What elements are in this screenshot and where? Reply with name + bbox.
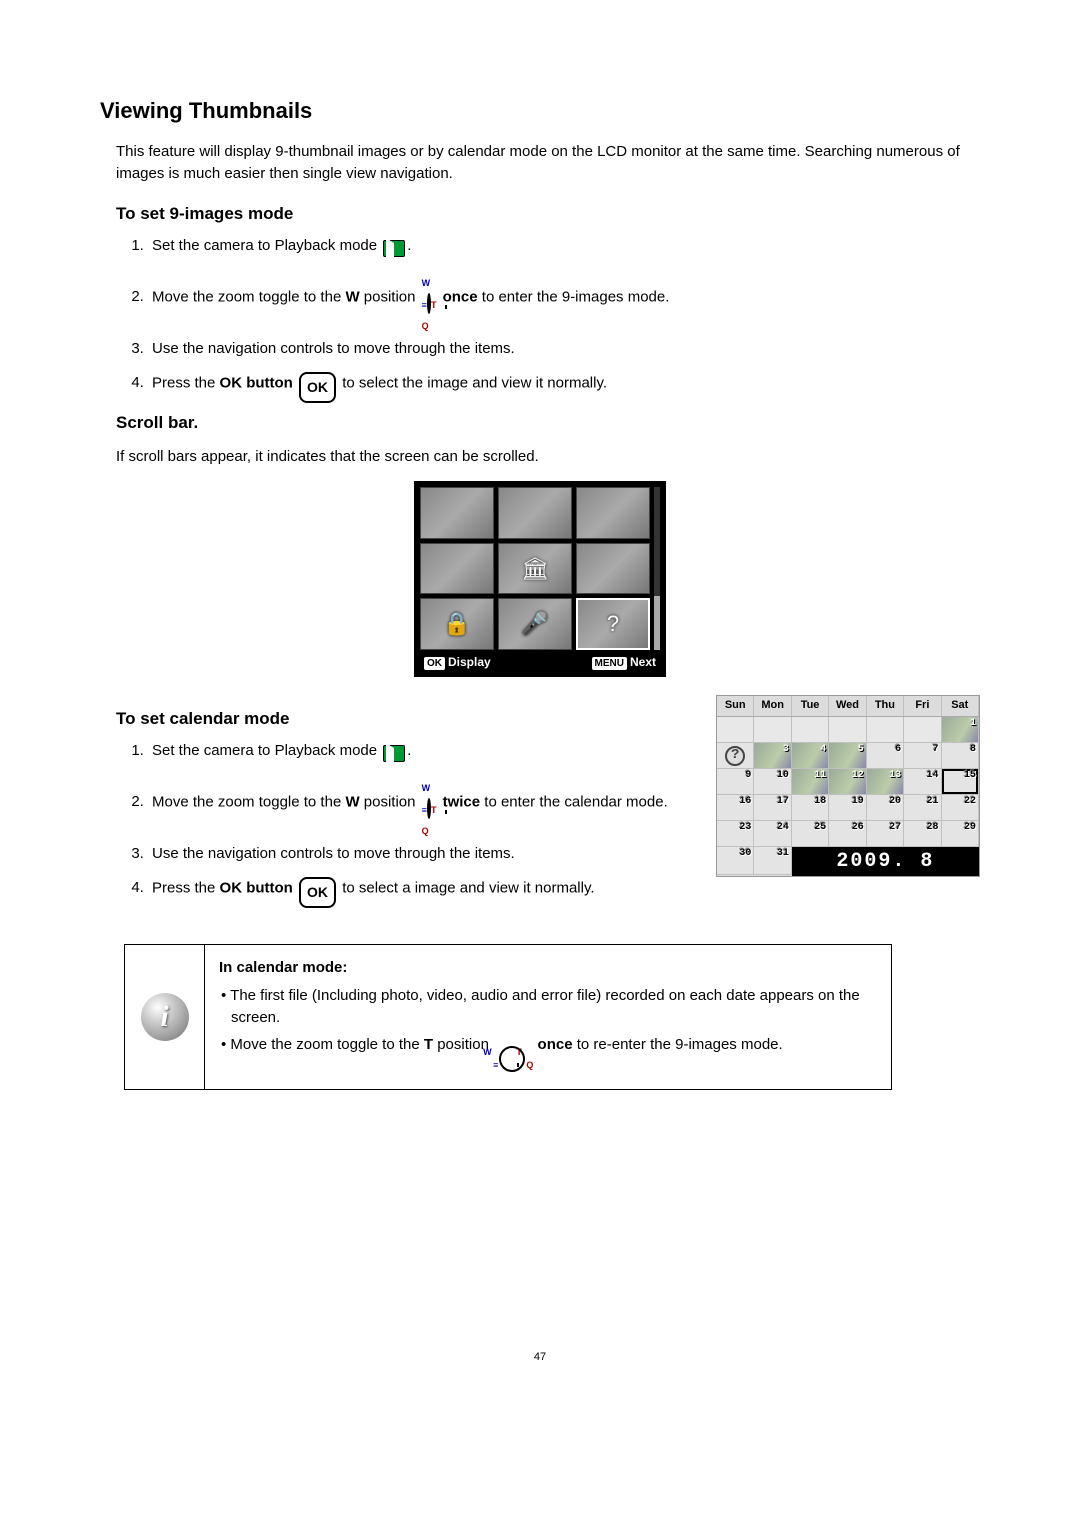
page-number: 47	[100, 1350, 980, 1366]
calendar-cell: 26	[829, 821, 866, 847]
thumb-9: ?	[576, 598, 650, 650]
calendar-day-head: Mon	[754, 696, 791, 716]
step-2: Move the zoom toggle to the W position W…	[148, 265, 980, 330]
info-icon	[141, 993, 189, 1041]
calendar-header: SunMonTueWedThuFriSat	[717, 696, 979, 717]
calendar-footer: 30312009. 8	[717, 847, 979, 876]
lock-icon: 🔒	[443, 608, 470, 640]
thumbnail-screenshot: 🏛 🔒 🎤 ? OKDisplay MENUNext	[414, 481, 666, 677]
calendar-cell	[867, 717, 904, 743]
calendar-cell: 29	[942, 821, 979, 847]
thumb-1	[420, 487, 494, 539]
calendar-cell: 23	[717, 821, 754, 847]
calendar-cell	[829, 717, 866, 743]
thumb-6	[576, 543, 650, 595]
heading-9images: To set 9-images mode	[116, 202, 980, 227]
calendar-cell	[754, 717, 791, 743]
thumb-4	[420, 543, 494, 595]
calendar-cell: 17	[754, 795, 791, 821]
calendar-cell: 5	[829, 743, 866, 769]
ok-button-icon: OK	[299, 877, 336, 908]
thumb-5: 🏛	[498, 543, 572, 595]
calendar-cell	[717, 717, 754, 743]
calendar-cell: 24	[754, 821, 791, 847]
calendar-cell: 11	[792, 769, 829, 795]
calendar-cell: 28	[904, 821, 941, 847]
playback-icon	[383, 240, 405, 257]
calendar-cell: 13	[867, 769, 904, 795]
calendar-cell: 8	[942, 743, 979, 769]
info-box: In calendar mode: The first file (Includ…	[124, 944, 892, 1089]
calendar-cell: 6	[867, 743, 904, 769]
thumb-8: 🎤	[498, 598, 572, 650]
calendar-body: 1345678910111213141516171819202122232425…	[717, 717, 979, 847]
question-icon: ?	[607, 608, 619, 640]
step-3: Use the navigation controls to move thro…	[148, 338, 980, 360]
calendar-day-head: Sat	[942, 696, 979, 716]
info-icon-column	[125, 945, 205, 1088]
calendar-day-head: Sun	[717, 696, 754, 716]
calendar-cell: 1	[942, 717, 979, 743]
info-bullet-2: Move the zoom toggle to the T position W…	[219, 1034, 873, 1066]
mic-icon: 🎤	[521, 608, 548, 640]
info-heading: In calendar mode:	[219, 957, 873, 979]
scrollbar-text: If scroll bars appear, it indicates that…	[116, 446, 980, 468]
thumb-2	[498, 487, 572, 539]
calendar-cell: 12	[829, 769, 866, 795]
page-title: Viewing Thumbnails	[100, 95, 980, 127]
intro-text: This feature will display 9-thumbnail im…	[116, 141, 980, 185]
info-bullets: The first file (Including photo, video, …	[219, 985, 873, 1067]
calendar-cell: 14	[904, 769, 941, 795]
calendar-cell: 22	[942, 795, 979, 821]
calendar-cell: 21	[904, 795, 941, 821]
scrollbar-track	[654, 487, 660, 650]
calendar-cell: 20	[867, 795, 904, 821]
zoom-toggle-icon: W≡TQ	[493, 1046, 533, 1072]
calendar-cell: 7	[904, 743, 941, 769]
calendar-day-head: Tue	[792, 696, 829, 716]
calendar-screenshot: SunMonTueWedThuFriSat 134567891011121314…	[716, 695, 980, 877]
zoom-toggle-icon: W≡TQ	[422, 776, 437, 841]
ok-button-icon: OK	[299, 372, 336, 403]
calendar-cell	[904, 717, 941, 743]
steps-calendar: Set the camera to Playback mode . Move t…	[148, 740, 696, 904]
info-bullet-1: The first file (Including photo, video, …	[219, 985, 873, 1029]
thumb-7: 🔒	[420, 598, 494, 650]
calendar-cell: 9	[717, 769, 754, 795]
step-1: Set the camera to Playback mode .	[148, 235, 980, 257]
calendar-cell: 25	[792, 821, 829, 847]
calendar-cell: 4	[792, 743, 829, 769]
calendar-cell: 27	[867, 821, 904, 847]
cal-step-4: Press the OK button OK to select a image…	[148, 873, 696, 904]
cal-step-3: Use the navigation controls to move thro…	[148, 843, 696, 865]
calendar-cell: 30	[717, 847, 754, 875]
step-4: Press the OK button OK to select the ima…	[148, 368, 980, 399]
calendar-cell: 19	[829, 795, 866, 821]
calendar-cell: 18	[792, 795, 829, 821]
thumb-bottom-bar: OKDisplay MENUNext	[420, 650, 660, 672]
thumb-3	[576, 487, 650, 539]
pavilion-icon: 🏛	[521, 553, 549, 585]
calendar-cell: 3	[754, 743, 791, 769]
calendar-cell: 31	[754, 847, 791, 875]
zoom-toggle-icon: W≡TQ	[422, 271, 437, 336]
calendar-cell	[717, 743, 754, 769]
calendar-date-label: 2009. 8	[792, 847, 979, 876]
scrollbar-thumb	[654, 596, 660, 650]
calendar-cell	[792, 717, 829, 743]
calendar-day-head: Wed	[829, 696, 866, 716]
calendar-cell: 15	[942, 769, 979, 795]
calendar-day-head: Thu	[867, 696, 904, 716]
playback-icon	[383, 745, 405, 762]
heading-scrollbar: Scroll bar.	[116, 411, 980, 436]
menu-label: MENU	[592, 657, 627, 670]
calendar-cell: 10	[754, 769, 791, 795]
steps-9images: Set the camera to Playback mode . Move t…	[148, 235, 980, 399]
cal-step-2: Move the zoom toggle to the W position W…	[148, 770, 696, 835]
calendar-day-head: Fri	[904, 696, 941, 716]
heading-calendar: To set calendar mode	[116, 707, 696, 732]
calendar-cell: 16	[717, 795, 754, 821]
ok-label: OK	[424, 657, 445, 670]
cal-step-1: Set the camera to Playback mode .	[148, 740, 696, 762]
